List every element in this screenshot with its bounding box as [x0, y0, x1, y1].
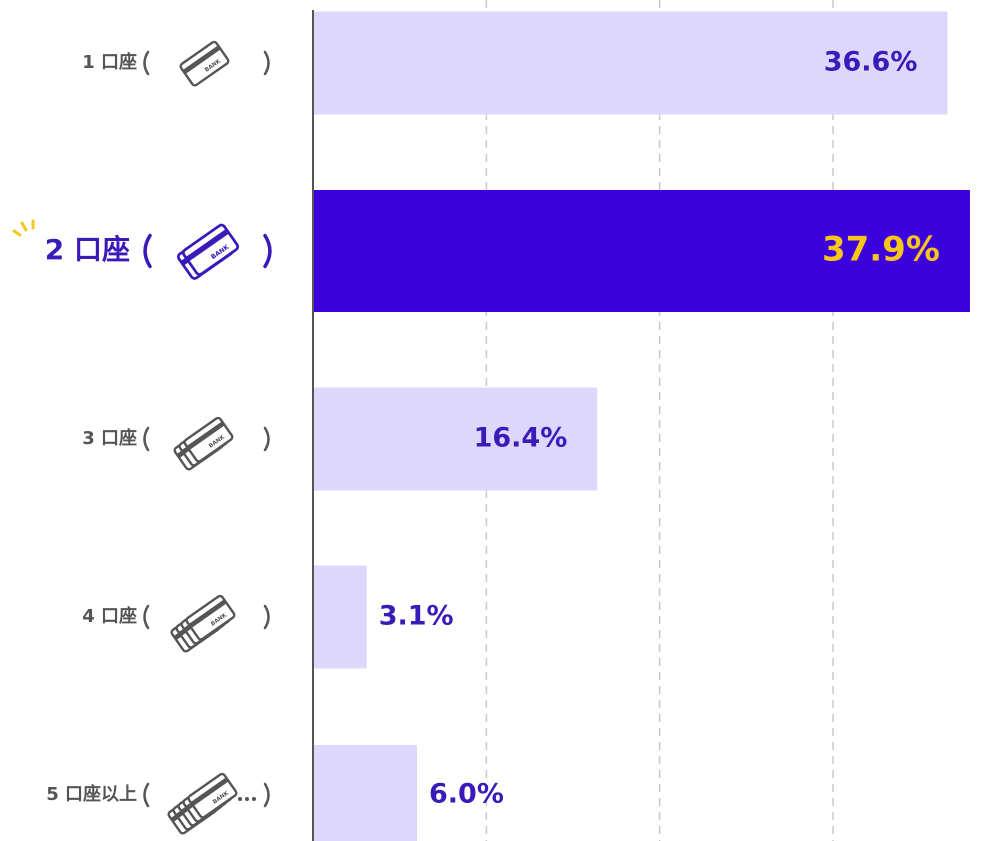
- bar: [313, 565, 367, 669]
- value-label: 37.9%: [822, 230, 940, 270]
- icons: 1 口座 2 口座 3 口座 4 口座 5 口座以上: [12, 39, 272, 836]
- sparkle: [20, 221, 28, 232]
- ellipsis-dot: [252, 797, 256, 801]
- paren: [143, 233, 152, 269]
- paren: [263, 233, 272, 269]
- paren: [143, 426, 150, 452]
- paren: [263, 50, 270, 76]
- category-label: 4 口座: [82, 605, 137, 627]
- ellipsis-dot: [238, 797, 242, 801]
- category-label: 5 口座以上: [46, 783, 137, 805]
- bar: [313, 11, 948, 115]
- paren: [263, 782, 270, 808]
- ellipsis-dot: [245, 797, 249, 801]
- paren: [263, 426, 270, 452]
- bar: [313, 387, 598, 491]
- value-label: 6.0%: [429, 779, 504, 810]
- paren: [143, 782, 150, 808]
- card-icon: [178, 39, 231, 88]
- category-label: 2 口座: [45, 233, 130, 266]
- value-label: 36.6%: [824, 47, 918, 78]
- paren: [143, 604, 150, 630]
- paren: [263, 604, 270, 630]
- value-label: 16.4%: [474, 423, 568, 454]
- category-label: 3 口座: [82, 427, 137, 449]
- bar: [313, 190, 970, 312]
- paren: [143, 50, 150, 76]
- value-label: 3.1%: [379, 601, 454, 632]
- category-label: 1 口座: [82, 51, 137, 73]
- sparkle: [12, 229, 22, 237]
- bar: [313, 745, 417, 841]
- plot: 36.6% 37.9% 16.4% 3.1% 6.0%: [313, 0, 970, 841]
